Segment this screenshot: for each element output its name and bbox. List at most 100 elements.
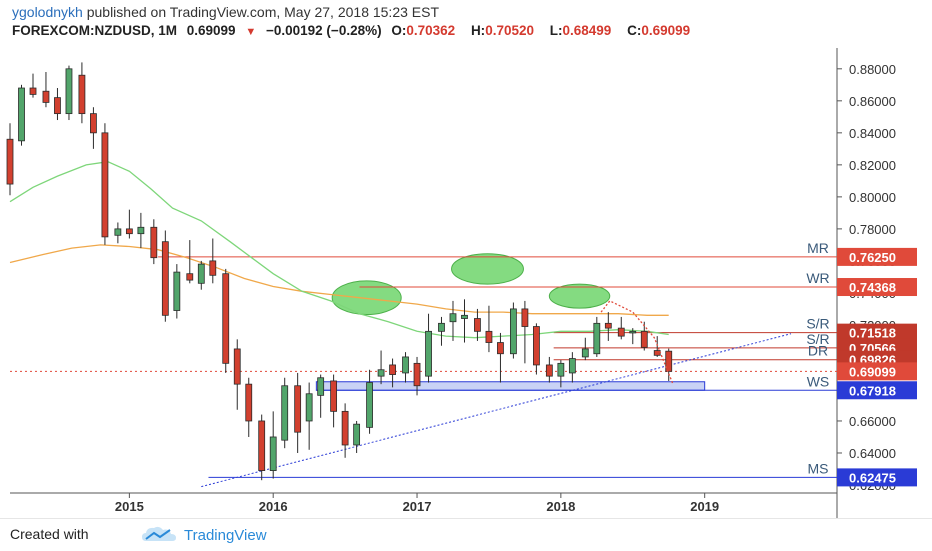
candle-body <box>137 226 145 235</box>
candle <box>101 123 109 245</box>
candle-body <box>317 377 325 396</box>
price-chart[interactable]: 0.620000.640000.660000.680000.700000.720… <box>0 0 932 518</box>
y-tick-label: 0.66000 <box>849 414 896 429</box>
candle-body <box>90 113 97 134</box>
high-value: 0.70520 <box>485 23 534 38</box>
candle <box>425 313 432 383</box>
price-tag <box>837 381 917 400</box>
level-label: MS <box>808 460 829 476</box>
candle-body <box>281 385 289 441</box>
candle <box>568 352 576 383</box>
candle <box>640 321 648 351</box>
open-label: O: <box>391 23 407 38</box>
candle <box>90 107 97 149</box>
candle <box>330 374 338 428</box>
price-tag-label: 0.71518 <box>849 326 896 341</box>
candle <box>402 352 409 383</box>
price-change: −0.00192 (−0.28%) <box>266 23 382 38</box>
x-tick-label: 2015 <box>115 499 144 514</box>
candle <box>209 238 217 284</box>
candle <box>617 316 625 340</box>
candle-body <box>425 330 432 377</box>
resistance-ellipse <box>331 280 402 316</box>
candle-body <box>18 87 25 142</box>
price-tag <box>837 247 917 266</box>
candle-body <box>413 362 421 387</box>
candle-body <box>150 226 158 259</box>
last-price: 0.69099 <box>186 23 236 38</box>
candle <box>665 348 673 381</box>
candle-body <box>125 228 133 235</box>
level-label: WR <box>806 270 829 286</box>
candle-body <box>497 342 504 355</box>
candle <box>461 299 468 343</box>
ohlc-legend: FOREXCOM:NZDUSD, 1M 0.69099 ▼ −0.00192 (… <box>12 21 922 41</box>
close-value: 0.69099 <box>641 23 691 38</box>
candle-body <box>461 314 468 319</box>
candle <box>6 123 14 196</box>
candle <box>389 358 396 388</box>
candle-body <box>438 322 445 332</box>
candle-body <box>161 241 169 316</box>
candle <box>353 420 361 453</box>
candle <box>449 300 457 341</box>
candle-body <box>449 313 457 323</box>
price-tag <box>837 323 917 342</box>
candle <box>114 222 122 244</box>
y-tick-label: 0.88000 <box>849 62 896 77</box>
chart-header: ygolodnykh published on TradingView.com,… <box>12 3 922 41</box>
candle-body <box>509 308 517 355</box>
candle <box>317 374 325 418</box>
candle <box>186 240 194 284</box>
candle <box>629 328 637 345</box>
candle <box>413 356 421 396</box>
candle <box>593 316 601 357</box>
candle <box>281 377 289 449</box>
candle <box>509 302 517 359</box>
candle-body <box>521 308 529 327</box>
candle <box>533 323 540 375</box>
candle-body <box>78 74 86 115</box>
symbol-label[interactable]: FOREXCOM:NZDUSD, 1M <box>12 23 177 38</box>
candle-body <box>6 138 14 185</box>
candle-body <box>258 420 266 471</box>
candle-body <box>629 330 637 334</box>
candle <box>173 264 181 319</box>
candle <box>233 339 241 410</box>
candle-body <box>604 322 612 329</box>
tradingview-brand[interactable]: TradingView <box>140 523 267 547</box>
publish-info: ygolodnykh published on TradingView.com,… <box>12 3 922 21</box>
candle-body <box>581 348 589 358</box>
author-link[interactable]: ygolodnykh <box>12 4 83 20</box>
candle <box>18 84 25 146</box>
candle-body <box>173 271 181 311</box>
candle-body <box>209 260 217 276</box>
candle <box>78 62 86 124</box>
level-label: WS <box>807 373 830 389</box>
candle <box>305 382 313 450</box>
candle-body <box>341 410 349 446</box>
candle <box>438 316 445 346</box>
candle-body <box>65 68 73 115</box>
low-value: 0.68499 <box>562 23 612 38</box>
candle-body <box>305 393 313 422</box>
candle <box>341 403 349 458</box>
y-tick-label: 0.86000 <box>849 94 896 109</box>
candle-body <box>640 330 648 348</box>
candle-body <box>366 382 373 428</box>
trend-line <box>201 333 792 488</box>
resistance-ellipse <box>451 253 524 285</box>
candle-body <box>114 228 122 236</box>
candle <box>497 332 504 383</box>
y-tick-label: 0.64000 <box>849 446 896 461</box>
candle <box>366 369 373 434</box>
down-arrow-icon: ▼ <box>245 26 257 38</box>
price-tag-label: 0.67918 <box>849 383 896 398</box>
x-tick-label: 2017 <box>403 499 432 514</box>
candle <box>42 72 50 108</box>
close-label: C: <box>627 23 642 38</box>
candle <box>604 312 612 341</box>
price-tag-label: 0.74368 <box>849 280 896 295</box>
level-label: MR <box>807 240 829 256</box>
candle-body <box>353 423 361 446</box>
